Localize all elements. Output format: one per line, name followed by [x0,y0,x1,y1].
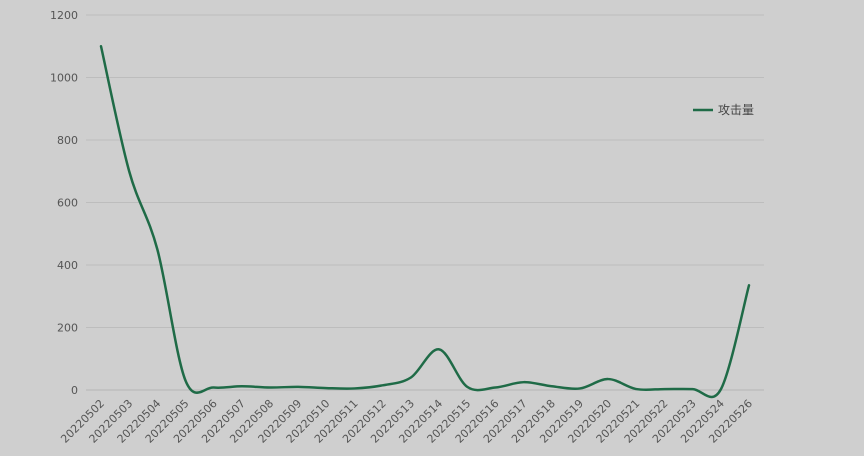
series-line [99,45,751,399]
y-tick-label: 400 [57,259,78,272]
y-tick-label: 600 [57,197,78,210]
y-axis: 0 200 400 600 800 1000 1200 [50,9,78,397]
legend-label: 攻击量 [718,103,754,117]
y-tick-label: 800 [57,134,78,147]
y-tick-label: 200 [57,322,78,335]
y-tick-label: 0 [71,384,78,397]
y-tick-label: 1000 [50,72,78,85]
gridlines [86,14,764,391]
y-tick-label: 1200 [50,9,78,22]
legend: 攻击量 [693,103,754,117]
plot-area [99,45,751,399]
x-axis: 2022050220220503202205042022050520220506… [58,397,755,446]
